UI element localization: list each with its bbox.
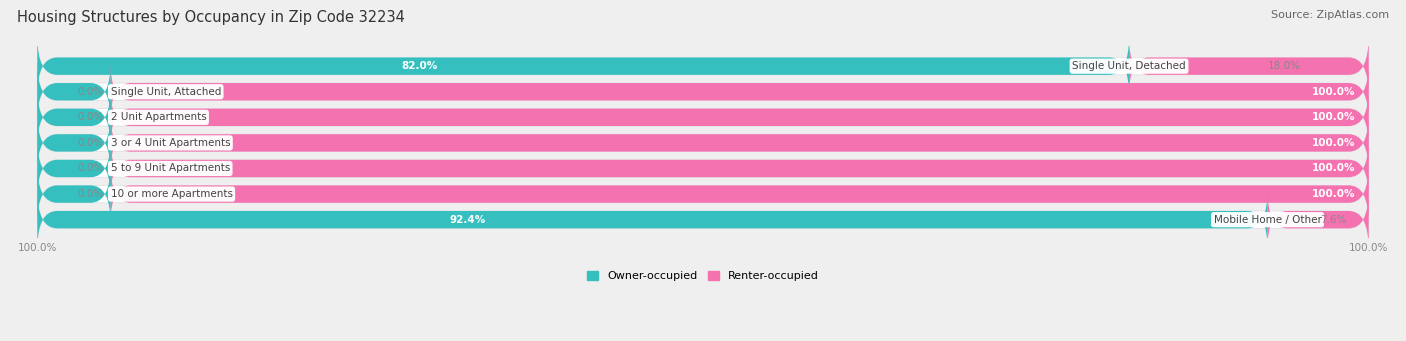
FancyBboxPatch shape [38, 164, 1368, 224]
FancyBboxPatch shape [111, 139, 1368, 198]
Text: Single Unit, Detached: Single Unit, Detached [1073, 61, 1185, 71]
Text: 100.0%: 100.0% [1312, 138, 1355, 148]
Text: Single Unit, Attached: Single Unit, Attached [111, 87, 221, 97]
FancyBboxPatch shape [38, 36, 1129, 96]
FancyBboxPatch shape [38, 36, 1368, 96]
Text: 0.0%: 0.0% [77, 189, 104, 199]
Text: 92.4%: 92.4% [450, 215, 486, 225]
Text: 3 or 4 Unit Apartments: 3 or 4 Unit Apartments [111, 138, 231, 148]
Text: 5 to 9 Unit Apartments: 5 to 9 Unit Apartments [111, 163, 231, 174]
Text: 100.0%: 100.0% [1312, 189, 1355, 199]
FancyBboxPatch shape [38, 164, 111, 224]
Text: Mobile Home / Other: Mobile Home / Other [1213, 215, 1322, 225]
FancyBboxPatch shape [111, 88, 1368, 147]
Text: 0.0%: 0.0% [77, 138, 104, 148]
FancyBboxPatch shape [111, 62, 1368, 121]
FancyBboxPatch shape [38, 190, 1368, 249]
FancyBboxPatch shape [38, 139, 1368, 198]
FancyBboxPatch shape [38, 113, 1368, 173]
Text: 100.0%: 100.0% [1312, 112, 1355, 122]
FancyBboxPatch shape [38, 139, 111, 198]
Text: 100.0%: 100.0% [1312, 163, 1355, 174]
FancyBboxPatch shape [38, 113, 111, 173]
FancyBboxPatch shape [38, 62, 111, 121]
Text: 2 Unit Apartments: 2 Unit Apartments [111, 112, 207, 122]
FancyBboxPatch shape [1267, 190, 1368, 249]
FancyBboxPatch shape [38, 88, 111, 147]
Text: 7.6%: 7.6% [1320, 215, 1347, 225]
Text: Housing Structures by Occupancy in Zip Code 32234: Housing Structures by Occupancy in Zip C… [17, 10, 405, 25]
FancyBboxPatch shape [38, 88, 1368, 147]
Text: 82.0%: 82.0% [401, 61, 437, 71]
Text: Source: ZipAtlas.com: Source: ZipAtlas.com [1271, 10, 1389, 20]
Text: 10 or more Apartments: 10 or more Apartments [111, 189, 232, 199]
Legend: Owner-occupied, Renter-occupied: Owner-occupied, Renter-occupied [582, 267, 824, 286]
Text: 100.0%: 100.0% [1312, 87, 1355, 97]
Text: 18.0%: 18.0% [1268, 61, 1302, 71]
FancyBboxPatch shape [38, 190, 1267, 249]
FancyBboxPatch shape [38, 62, 1368, 121]
Text: 0.0%: 0.0% [77, 112, 104, 122]
Text: 0.0%: 0.0% [77, 163, 104, 174]
FancyBboxPatch shape [111, 164, 1368, 224]
FancyBboxPatch shape [1129, 36, 1368, 96]
FancyBboxPatch shape [111, 113, 1368, 173]
Text: 0.0%: 0.0% [77, 87, 104, 97]
